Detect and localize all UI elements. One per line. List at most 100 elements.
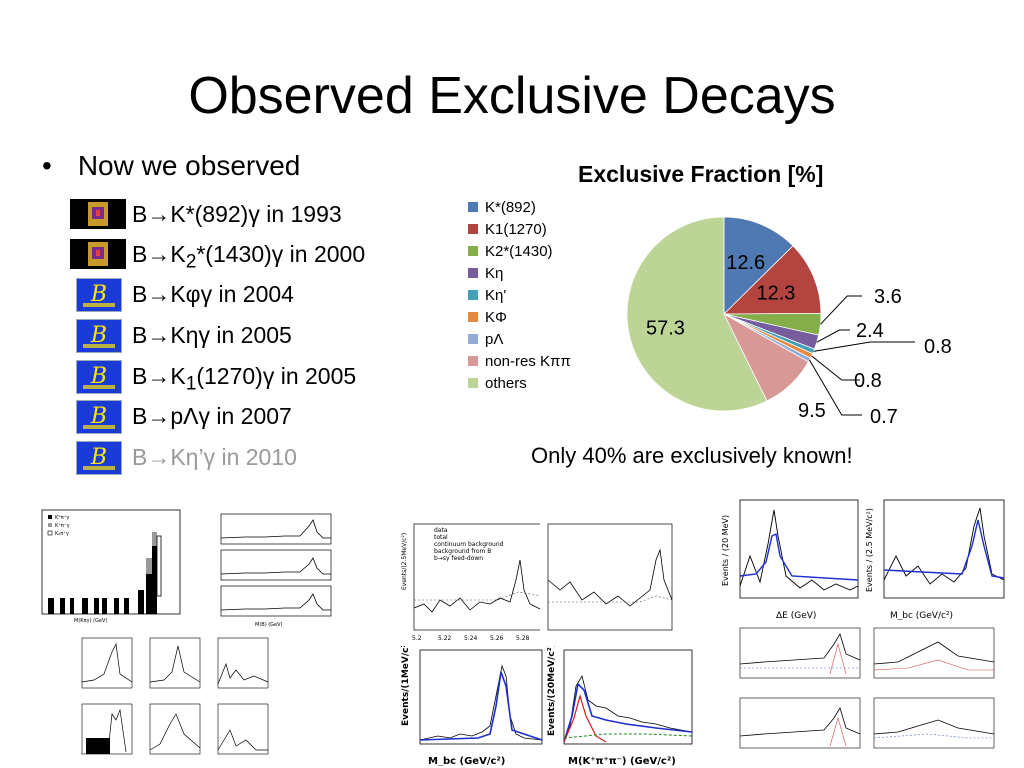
thumb-plot-small-3 (734, 694, 868, 764)
pie-data-label: 2.4 (856, 320, 884, 342)
legend-label: Kη' (485, 286, 507, 304)
pie-leader-line (820, 295, 862, 325)
thumb-plot-delta-e: Events / (20 MeV) ΔE (GeV) (716, 496, 862, 620)
belle-logo: B (76, 278, 122, 312)
legend-swatch (468, 246, 478, 256)
thumb-plot-small-4 (868, 694, 1002, 764)
svg-text:B: B (90, 445, 107, 470)
chart-title: Exclusive Fraction [%] (578, 161, 824, 187)
bullet-glyph: • (42, 150, 52, 181)
belle-logo: B (76, 441, 122, 475)
legend-swatch (468, 224, 478, 234)
pie-slice (626, 216, 768, 412)
legend-label: K1(1270) (485, 220, 547, 238)
thumb-plot-mbc-feeddown-b (540, 520, 674, 644)
legend-label: K*(892) (485, 198, 536, 216)
pie-data-label: 0.8 (924, 336, 952, 358)
decay-label: B→pΛγ in 2007 (132, 403, 292, 429)
svg-text:B: B (90, 404, 107, 429)
pie-leader-line (811, 355, 860, 381)
thumb1-xlabel: M(Kπγ) (GeV) (74, 618, 107, 624)
thumb3-ylabel: Events/(2.5MeV/c²) (401, 533, 408, 590)
legend-item: Kη' (468, 284, 571, 306)
legend-swatch (468, 268, 478, 278)
svg-text:B: B (90, 323, 107, 348)
thumb-plot-mb-panels: M(B) (GeV) (205, 510, 337, 628)
thumb4-xlabel: M_bc (GeV/c²) (428, 756, 505, 766)
thumb-plot-mbc-belle: Events / (2.5 MeV/c²) M_bc (GeV/c²) (862, 496, 1008, 620)
legend-label: KΦ (485, 308, 507, 326)
pie-slice (723, 245, 822, 315)
legend-label: K2*(1430) (485, 242, 553, 260)
thumb3-xtick-3: 5.26 (490, 635, 504, 642)
decay-label: B→Kηγ in 2005 (132, 322, 292, 348)
footnote: Only 40% are exclusively known! (531, 443, 853, 468)
legend-item: K1(1270) (468, 218, 571, 240)
thumb3-legend-0: data (434, 527, 448, 534)
kek-logo (70, 199, 126, 229)
thumb1-legend-1: K⁺π⁻γ (55, 523, 70, 529)
thumb-plot-six-panel (60, 634, 272, 766)
thumb3-xtick-1: 5.22 (438, 635, 452, 642)
belle-logo: B (76, 319, 122, 353)
thumb3-xtick-4: 5.28 (516, 635, 530, 642)
belle-logo: B (76, 360, 122, 394)
pie-data-label: 9.5 (798, 400, 826, 422)
bullet-text: Now we observed (77, 150, 301, 181)
legend-label: pΛ (485, 330, 504, 348)
thumb6-ylabel: Events / (20 MeV) (721, 515, 730, 586)
thumb-plot-small-1 (734, 624, 868, 692)
bullet-item: • Now we observed (42, 150, 300, 182)
pie-leader-line (816, 329, 850, 343)
thumb-plot-small-2 (868, 624, 1002, 692)
thumb3-xtick-2: 5.24 (464, 635, 478, 642)
legend-label: non-res Kππ (485, 352, 571, 370)
legend-swatch (468, 378, 478, 388)
legend-swatch (468, 356, 478, 366)
thumb4-ylabel: Events/(1MeV/c²) (401, 646, 411, 726)
legend-item: K2*(1430) (468, 240, 571, 262)
svg-text:B: B (90, 364, 107, 389)
pie-data-label: 0.7 (870, 406, 898, 428)
legend-item: Kη (468, 262, 571, 284)
thumb7-xlabel: M_bc (GeV/c²) (890, 611, 953, 620)
svg-text:B: B (90, 282, 107, 307)
thumb3-legend-3: background from B (434, 548, 491, 555)
legend-item: KΦ (468, 306, 571, 328)
slide-title: Observed Exclusive Decays (188, 67, 836, 125)
thumb6-xlabel: ΔE (GeV) (776, 611, 816, 620)
thumb-plot-mass-histogram: K°π⁺γ K⁺π⁻γ K₂π⁺γ M(Kπγ) (GeV) (34, 506, 184, 624)
thumb-plot-kpipi-mass: Events/(20MeV/c²) M(K⁺π⁺π⁻) (GeV/c²) (546, 646, 696, 766)
legend-swatch (468, 334, 478, 344)
legend-swatch (468, 312, 478, 322)
legend-label: others (485, 374, 527, 392)
decay-label: B→Kφγ in 2004 (132, 281, 294, 307)
thumb3-legend-1: total (434, 534, 448, 541)
thumb1-legend-2: K₂π⁺γ (55, 531, 69, 537)
legend-item: non-res Kππ (468, 350, 571, 372)
legend-swatch (468, 202, 478, 212)
legend-item: pΛ (468, 328, 571, 350)
thumb3-legend-4: b→sγ feed-down (434, 555, 483, 562)
thumb1-legend-0: K°π⁺γ (55, 515, 69, 521)
pie-slice (723, 216, 794, 315)
kek-logo (70, 239, 126, 269)
thumb7-ylabel: Events / (2.5 MeV/c²) (865, 508, 874, 592)
thumb3-legend-2: continuum background (434, 541, 504, 548)
decay-label: B→K*(892)γ in 1993 (132, 201, 342, 227)
thumb-plot-mbc-feeddown-a: data total continuum background backgrou… (398, 520, 544, 644)
belle-logo: B (76, 400, 122, 434)
thumb5-ylabel: Events/(20MeV/c²) (547, 646, 557, 736)
decay-label: B→K2*(1430)γ in 2000 (132, 241, 366, 273)
thumb5-xlabel: M(K⁺π⁺π⁻) (GeV/c²) (568, 756, 676, 766)
pie-leader-line (809, 359, 862, 416)
legend-item: others (468, 372, 571, 394)
pie-data-label: 12.3 (757, 282, 796, 304)
decay-label: B→K1(1270)γ in 2005 (132, 363, 357, 395)
legend-swatch (468, 290, 478, 300)
legend-label: Kη (485, 264, 504, 282)
pie-data-label: 0.8 (854, 370, 882, 392)
pie-data-label: 3.6 (874, 286, 902, 308)
pie-data-label: 12.6 (726, 252, 765, 274)
